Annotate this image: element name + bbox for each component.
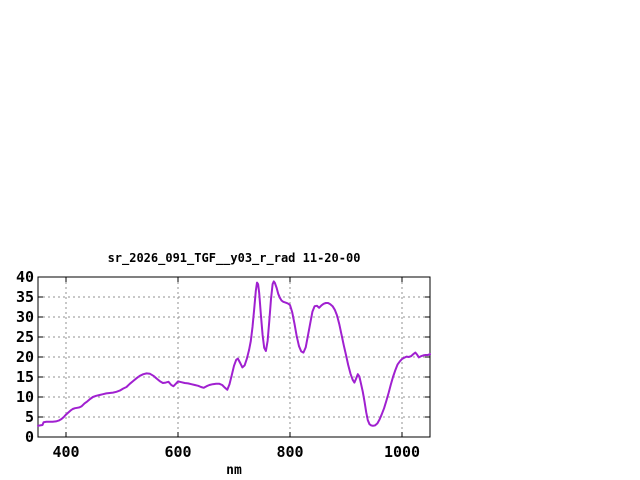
- x-tick-label: 600: [164, 443, 191, 461]
- x-tick-label: 800: [276, 443, 303, 461]
- y-tick-label: 15: [16, 368, 34, 386]
- x-tick-label: 1000: [384, 443, 420, 461]
- spectrum-curve: [37, 280, 431, 427]
- y-tick-label: 30: [16, 308, 34, 326]
- y-tick-label: 0: [25, 428, 34, 446]
- x-tick-label: 400: [52, 443, 79, 461]
- y-tick-label: 35: [16, 288, 34, 306]
- y-tick-label: 20: [16, 348, 34, 366]
- chart-title: sr_2026_091_TGF__y03_r_rad 11-20-00: [107, 251, 361, 265]
- y-tick-label: 10: [16, 388, 34, 406]
- y-tick-label: 5: [25, 408, 34, 426]
- y-tick-label: 40: [16, 268, 34, 286]
- x-axis-label: nm: [226, 463, 242, 478]
- y-tick-label: 25: [16, 328, 34, 346]
